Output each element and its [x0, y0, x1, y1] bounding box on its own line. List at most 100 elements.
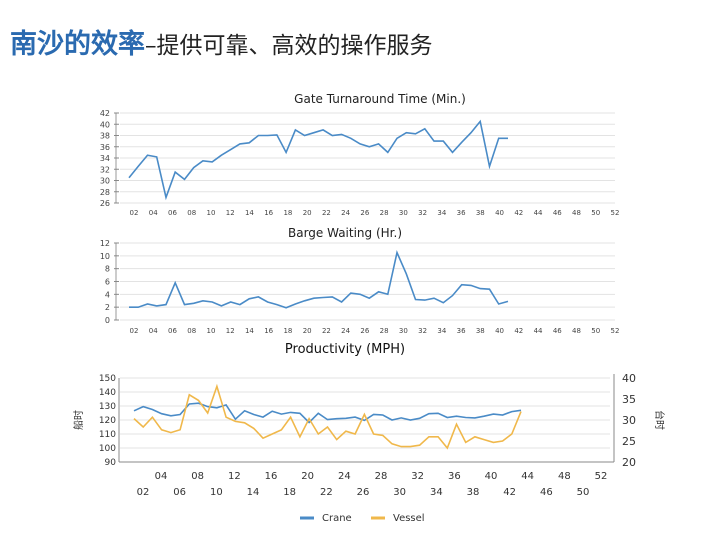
y2-tick-label: 25: [622, 435, 636, 448]
x-tick-label: 38: [476, 209, 485, 217]
x-tick-label-bottom: 26: [357, 487, 370, 498]
slide-title-sub: –提供可靠、高效的操作服务: [145, 33, 433, 59]
x-tick-label: 18: [283, 209, 292, 217]
x-tick-label-bottom: 30: [393, 487, 406, 498]
y-tick-label: 28: [100, 188, 110, 197]
x-tick-label-top: 24: [338, 471, 351, 482]
x-tick-label: 30: [399, 327, 408, 335]
y-tick-label: 40: [100, 120, 110, 129]
y-tick-label: 38: [100, 132, 110, 141]
x-tick-label: 34: [437, 327, 446, 335]
x-tick-label-top: 44: [521, 471, 534, 482]
x-tick-label-bottom: 10: [210, 487, 223, 498]
x-tick-label: 50: [591, 327, 600, 335]
x-tick-label-top: 04: [155, 471, 168, 482]
y-tick-label: 32: [100, 165, 110, 174]
x-tick-label-bottom: 50: [577, 487, 590, 498]
legend-label-crane: Crane: [322, 513, 352, 524]
y-tick-label: 36: [100, 143, 110, 152]
y-tick-label: 130: [99, 402, 116, 412]
x-tick-label: 28: [380, 327, 389, 335]
x-tick-label: 50: [591, 209, 600, 217]
x-tick-label: 32: [418, 327, 427, 335]
series-line-crane: [133, 402, 522, 424]
x-tick-label: 18: [283, 327, 292, 335]
x-tick-label: 16: [264, 327, 273, 335]
series-line: [129, 250, 509, 309]
x-tick-label: 42: [514, 209, 523, 217]
x-tick-label-top: 08: [191, 471, 204, 482]
x-tick-label: 40: [495, 327, 504, 335]
y-axis-title: 船时: [72, 410, 85, 430]
x-tick-label: 38: [476, 327, 485, 335]
x-tick-label: 40: [495, 209, 504, 217]
x-tick-label: 22: [322, 327, 331, 335]
x-tick-label-top: 32: [411, 471, 424, 482]
x-tick-label-bottom: 02: [137, 487, 150, 498]
y-tick-label: 26: [100, 199, 110, 208]
x-tick-label: 14: [245, 327, 254, 335]
x-tick-label: 44: [534, 209, 543, 217]
x-tick-label: 24: [341, 327, 350, 335]
x-tick-label-top: 20: [301, 471, 314, 482]
x-tick-label: 52: [611, 327, 620, 335]
y2-tick-label: 40: [622, 372, 636, 385]
x-tick-label-top: 36: [448, 471, 461, 482]
x-tick-label: 32: [418, 209, 427, 217]
x-tick-label: 02: [130, 209, 139, 217]
y-tick-label: 2: [105, 303, 110, 312]
x-tick-label-bottom: 06: [173, 487, 186, 498]
y-tick-label: 10: [100, 252, 110, 261]
x-tick-label: 16: [264, 209, 273, 217]
x-tick-label-top: 16: [265, 471, 278, 482]
x-tick-label: 30: [399, 209, 408, 217]
y-tick-label: 4: [105, 290, 110, 299]
x-tick-label-top: 48: [558, 471, 571, 482]
y-tick-label: 6: [105, 278, 110, 287]
y-tick-label: 150: [99, 374, 116, 384]
x-tick-label: 52: [611, 209, 620, 217]
series-line-vessel: [133, 383, 522, 450]
x-tick-label: 10: [206, 209, 215, 217]
slide-title-main: 南沙的效率: [10, 29, 145, 60]
x-tick-label: 12: [226, 327, 235, 335]
series-line: [128, 119, 508, 201]
x-tick-label-top: 52: [595, 471, 608, 482]
y-tick-label: 42: [100, 109, 110, 118]
y2-tick-label: 35: [622, 393, 636, 406]
x-tick-label: 28: [380, 209, 389, 217]
x-tick-label-bottom: 14: [247, 487, 260, 498]
y-tick-label: 12: [100, 239, 110, 248]
x-tick-label: 14: [245, 209, 254, 217]
x-tick-label: 20: [303, 209, 312, 217]
x-tick-label-top: 40: [485, 471, 498, 482]
x-tick-label-bottom: 34: [430, 487, 443, 498]
x-tick-label: 36: [457, 327, 466, 335]
x-tick-label: 20: [303, 327, 312, 335]
chart-title: Barge Waiting (Hr.): [288, 226, 402, 240]
y-tick-label: 0: [105, 316, 110, 325]
x-tick-label-bottom: 22: [320, 487, 333, 498]
x-tick-label: 06: [168, 209, 177, 217]
x-tick-label: 26: [360, 209, 369, 217]
y-tick-label: 30: [100, 177, 110, 186]
x-tick-label: 44: [534, 327, 543, 335]
x-tick-label-bottom: 42: [503, 487, 516, 498]
x-tick-label: 24: [341, 209, 350, 217]
y-tick-label: 8: [105, 265, 110, 274]
y2-tick-label: 20: [622, 456, 636, 469]
x-tick-label: 08: [187, 327, 196, 335]
x-tick-label-top: 12: [228, 471, 241, 482]
x-tick-label: 06: [168, 327, 177, 335]
x-tick-label: 36: [457, 209, 466, 217]
x-tick-label: 46: [553, 327, 562, 335]
y-tick-label: 120: [99, 416, 116, 426]
legend-label-vessel: Vessel: [393, 513, 425, 524]
x-tick-label: 46: [553, 209, 562, 217]
x-tick-label: 34: [437, 209, 446, 217]
x-tick-label: 04: [149, 327, 158, 335]
x-tick-label: 12: [226, 209, 235, 217]
x-tick-label: 42: [514, 327, 523, 335]
y-tick-label: 140: [99, 388, 116, 398]
y2-axis-title: 台时: [653, 410, 666, 430]
